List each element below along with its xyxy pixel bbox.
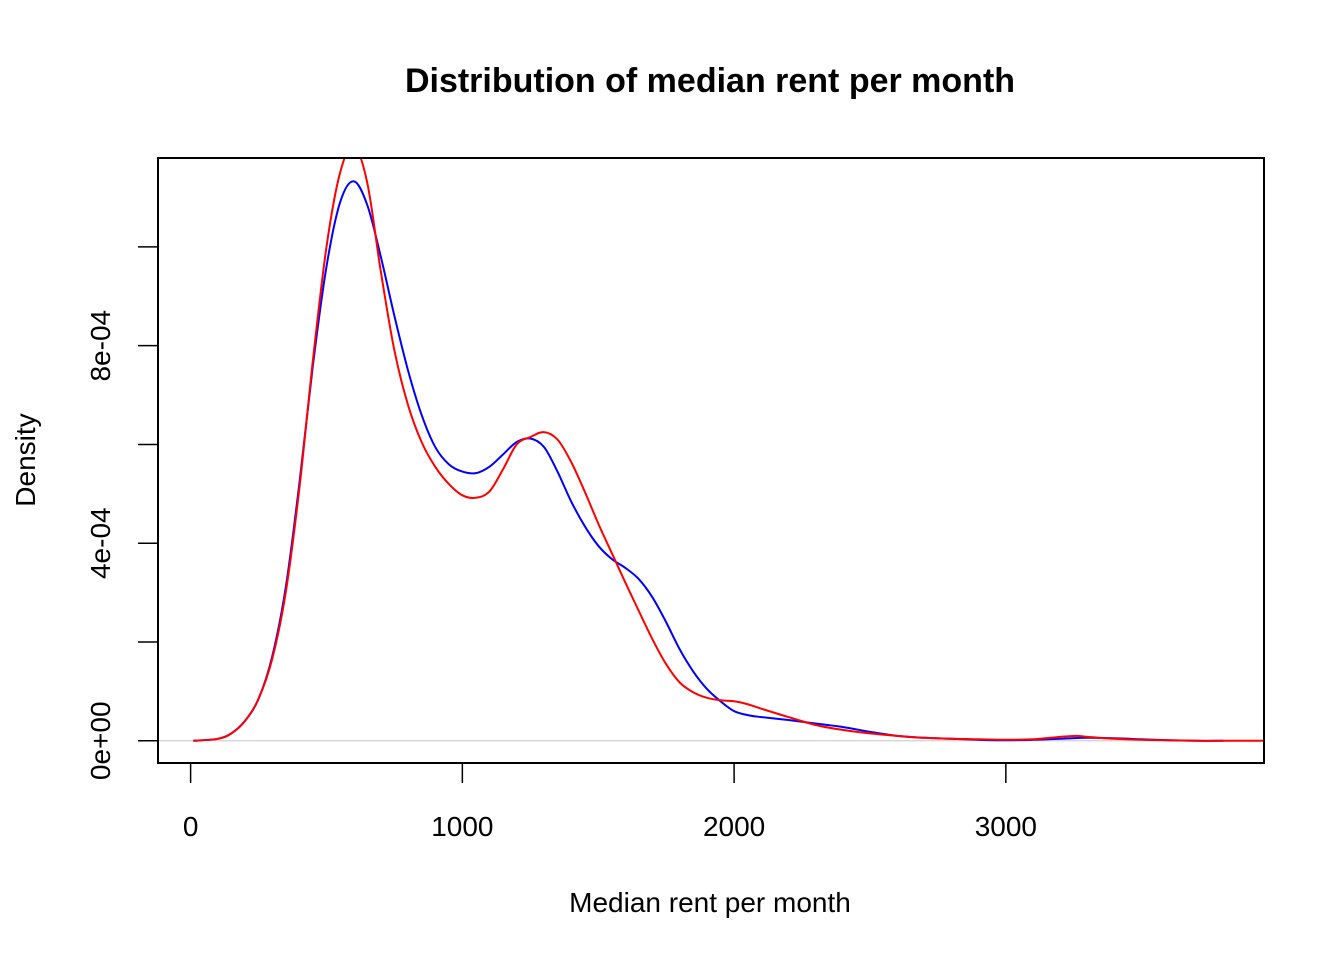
y-axis-label: Density [10, 413, 41, 506]
x-axis-label: Median rent per month [569, 887, 851, 918]
x-tick-label: 0 [183, 811, 199, 842]
x-tick-label: 3000 [975, 811, 1037, 842]
plot-frame [157, 157, 1265, 764]
y-axis: 0e+00 4e-04 8e-04 [85, 246, 159, 780]
density-line-1 [193, 180, 1224, 742]
series-layer [193, 158, 1264, 742]
chart-title: Distribution of median rent per month [405, 62, 1015, 100]
density-line-2 [193, 158, 1264, 742]
x-axis: 0 1000 2000 3000 [183, 762, 1037, 842]
y-tick-label: 0e+00 [85, 701, 116, 780]
y-tick-label: 4e-04 [85, 507, 116, 579]
x-tick-label: 2000 [703, 811, 765, 842]
y-tick-label: 8e-04 [85, 310, 116, 382]
x-tick-label: 1000 [431, 811, 493, 842]
